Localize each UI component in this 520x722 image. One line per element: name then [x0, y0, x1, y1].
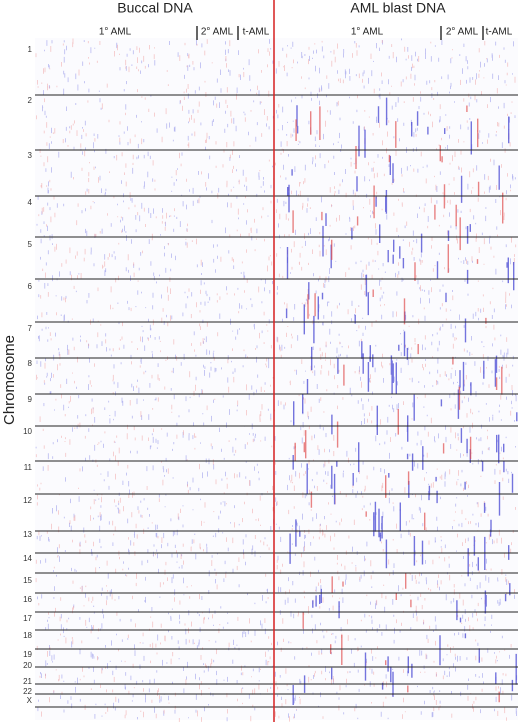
chromosome-label: 7 [28, 324, 33, 333]
chromosome-label: 4 [28, 198, 33, 207]
chromosome-label: 8 [28, 359, 33, 368]
group-label: 2° AML [201, 27, 234, 38]
signal-red [292, 105, 504, 703]
group-label: 2° AML [446, 27, 479, 38]
chromosome-label: 17 [23, 614, 32, 623]
chromosome-label: X [27, 696, 33, 705]
chromosome-label: 5 [28, 240, 33, 249]
group-label: 1° AML [351, 27, 384, 38]
chromosome-label: 18 [23, 631, 32, 640]
noise-blue [35, 38, 518, 722]
panel-title: AML blast DNA [350, 0, 446, 16]
group-label: 1° AML [99, 27, 132, 38]
heatmap-background [35, 38, 518, 720]
group-label: t-AML [243, 27, 270, 38]
noise-pink [35, 38, 517, 722]
chromosome-label: 3 [28, 151, 33, 160]
chromosome-label: 13 [23, 530, 32, 539]
chromosome-label: 6 [28, 282, 33, 291]
chromosome-label: 14 [23, 554, 32, 563]
chromosome-label: 12 [23, 496, 32, 505]
y-axis-label: Chromosome [1, 335, 18, 425]
chromosome-boundaries [35, 94, 518, 708]
heatmap-noise [35, 38, 518, 722]
chromosome-label: 20 [23, 661, 32, 670]
chromosome-label: 22 [23, 687, 32, 696]
panel-title: Buccal DNA [117, 0, 193, 16]
chromosome-label: 1 [28, 45, 33, 54]
chromosome-label: 9 [28, 395, 33, 404]
group-label: t-AML [486, 27, 513, 38]
chromosome-label: 21 [23, 677, 32, 686]
chromosome-label: 19 [23, 650, 32, 659]
chromosome-label: 16 [23, 595, 32, 604]
chromosome-label: 15 [23, 576, 32, 585]
group-separators [196, 26, 484, 40]
chromosome-label: 10 [23, 427, 32, 436]
chromosome-label: 11 [24, 463, 33, 472]
chromosome-label: 2 [28, 96, 33, 105]
